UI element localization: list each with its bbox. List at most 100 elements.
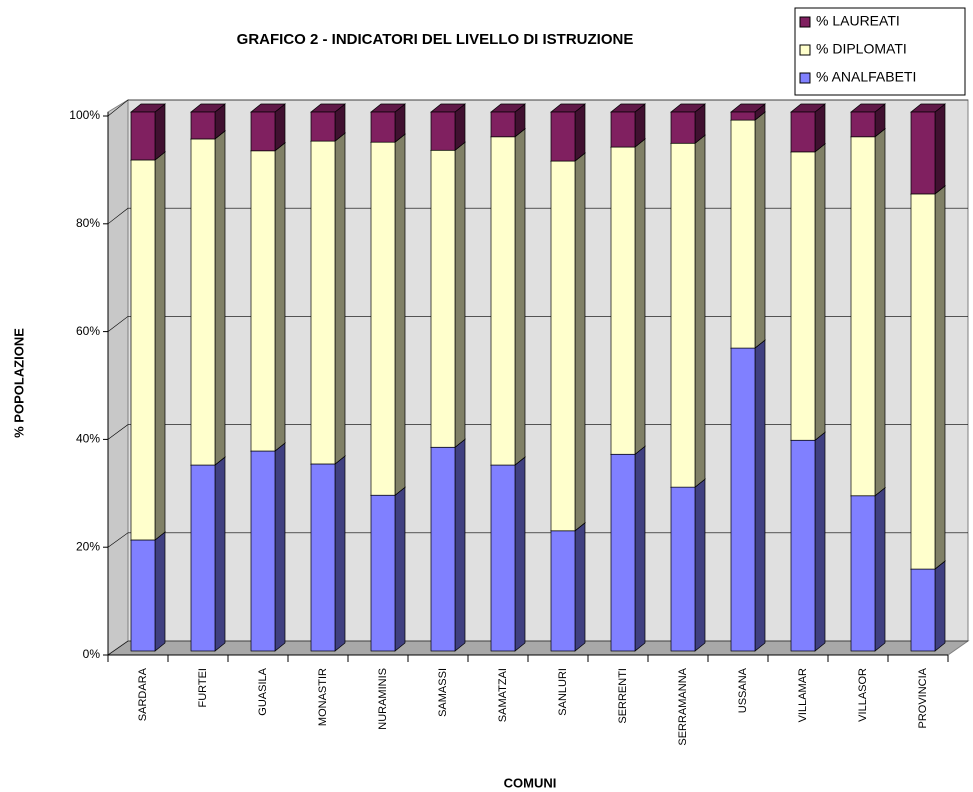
bar-face <box>610 453 636 652</box>
bar-face <box>550 160 576 532</box>
bar-segment <box>790 431 826 652</box>
bar-segment <box>850 128 886 497</box>
bar-face <box>154 531 166 652</box>
bar-face <box>934 185 946 570</box>
bar-segment <box>430 103 466 151</box>
bar-face <box>274 442 286 652</box>
legend-swatch <box>799 44 811 56</box>
bar-face <box>430 149 456 448</box>
y-tick-label: 60% <box>76 324 100 338</box>
bar-face <box>430 446 456 652</box>
bar-segment <box>130 151 166 541</box>
bar-face <box>490 136 516 466</box>
x-tick-label: VILLAMAR <box>797 668 809 722</box>
bar-face <box>574 152 586 532</box>
bar-segment <box>310 103 346 142</box>
bar-segment <box>550 152 586 532</box>
bar-face <box>214 130 226 466</box>
bar-face <box>790 151 816 441</box>
bar-segment <box>910 185 946 570</box>
bar-face <box>694 134 706 488</box>
bar-segment <box>610 445 646 652</box>
bar-segment <box>130 103 166 161</box>
legend-label: % ANALFABETI <box>816 69 916 85</box>
bar-face <box>670 486 696 652</box>
bar-segment <box>670 103 706 144</box>
bar-face <box>910 111 936 195</box>
y-tick-label: 80% <box>76 216 100 230</box>
bar-face <box>610 146 636 455</box>
floor <box>106 640 970 656</box>
bar-segment <box>910 103 946 195</box>
bar-face <box>790 439 816 652</box>
bar-face <box>190 464 216 652</box>
bar-segment <box>790 143 826 441</box>
bar-segment <box>490 456 526 652</box>
bar-face <box>550 111 576 162</box>
bar-face <box>190 111 216 140</box>
bar-face <box>490 111 516 138</box>
bar-face <box>154 103 166 161</box>
bar-segment <box>430 438 466 652</box>
bar-face <box>634 138 646 455</box>
bar-segment <box>850 487 886 652</box>
bar-face <box>730 111 756 121</box>
bar-face <box>934 103 946 195</box>
bar-face <box>490 464 516 652</box>
bar-face <box>730 119 756 349</box>
legend-box <box>794 7 966 96</box>
x-tick-label: VILLASOR <box>857 668 869 722</box>
bar-segment <box>310 132 346 465</box>
bar-face <box>190 138 216 466</box>
x-tick-label: SAMATZAI <box>497 668 509 722</box>
bar-segment <box>850 103 886 138</box>
bar-face <box>130 111 156 161</box>
bar-face <box>334 455 346 652</box>
bar-face <box>550 530 576 652</box>
bar-segment <box>370 486 406 652</box>
bar-face <box>154 151 166 541</box>
bar-face <box>250 450 276 652</box>
bar-segment <box>310 455 346 652</box>
bar-segment <box>730 339 766 652</box>
bar-face <box>430 111 456 151</box>
bar-face <box>754 339 766 652</box>
bar-face <box>310 463 336 652</box>
bar-face <box>214 456 226 652</box>
bar-segment <box>130 531 166 652</box>
x-tick-label: SERRAMANNA <box>677 667 689 745</box>
y-tick-label: 100% <box>69 108 100 122</box>
y-axis-label: % POPOLAZIONE <box>11 328 26 438</box>
bar-face <box>250 111 276 152</box>
x-tick-label: SAMASSI <box>437 668 449 717</box>
bar-face <box>310 140 336 465</box>
bar-segment <box>610 138 646 455</box>
bar-face <box>514 456 526 652</box>
bar-segment <box>790 103 826 153</box>
bar-segment <box>190 130 226 466</box>
bar-segment <box>190 456 226 652</box>
bar-face <box>850 136 876 497</box>
bar-face <box>454 141 466 448</box>
bar-segment <box>730 103 766 121</box>
bar-face <box>730 347 756 652</box>
bar-segment <box>730 111 766 349</box>
bar-segment <box>190 103 226 140</box>
bar-face <box>370 111 396 143</box>
bar-face <box>814 143 826 441</box>
bar-face <box>910 568 936 652</box>
bar-segment <box>370 133 406 496</box>
bar-segment <box>490 103 526 138</box>
chart-title: GRAFICO 2 - INDICATORI DEL LIVELLO DI IS… <box>237 31 634 48</box>
bar-face <box>370 494 396 652</box>
x-tick-label: FURTEI <box>197 668 209 708</box>
x-tick-label: USSANA <box>737 667 749 713</box>
bar-face <box>370 141 396 496</box>
bar-segment <box>490 128 526 466</box>
bar-face <box>850 111 876 138</box>
bar-face <box>910 193 936 570</box>
bar-face <box>790 111 816 153</box>
x-tick-label: SERRENTI <box>617 668 629 724</box>
legend-swatch <box>799 72 811 84</box>
bar-face <box>574 522 586 652</box>
